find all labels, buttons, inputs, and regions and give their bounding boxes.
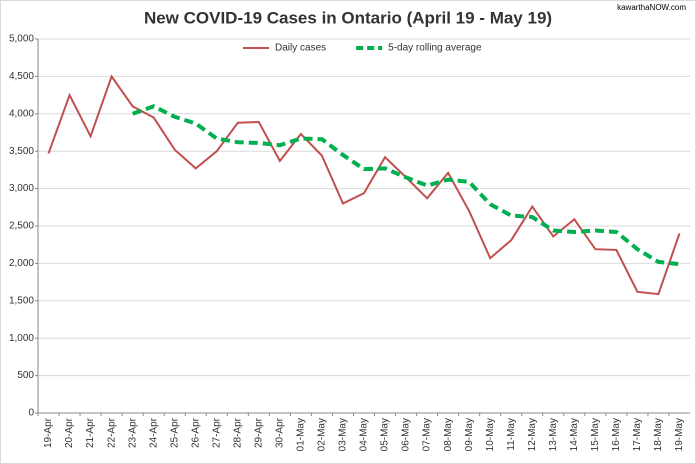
x-tick-label: 20-Apr	[64, 417, 75, 448]
y-tick-label: 3,500	[9, 146, 34, 157]
x-tick-label: 12-May	[527, 418, 538, 451]
y-tick-label: 1,500	[9, 295, 34, 306]
x-tick-label: 15-May	[590, 418, 601, 451]
x-tick-label: 01-May	[296, 418, 307, 451]
y-tick-label: 2,000	[9, 258, 34, 269]
x-tick-label: 19-May	[674, 418, 685, 451]
y-tick-label: 0	[28, 408, 34, 419]
x-tick-label: 09-May	[464, 418, 475, 451]
x-tick-label: 05-May	[380, 418, 391, 451]
x-tick-label: 28-Apr	[232, 417, 243, 448]
x-tick-label: 11-May	[506, 418, 517, 451]
x-tick-label: 07-May	[422, 418, 433, 451]
x-tick-label: 04-May	[359, 418, 370, 451]
watermark: kawarthaNOW.com	[617, 3, 686, 12]
x-tick-label: 02-May	[317, 418, 328, 451]
x-tick-label: 14-May	[569, 418, 580, 451]
x-tick-label: 13-May	[548, 418, 559, 451]
x-tick-label: 24-Apr	[148, 417, 159, 448]
x-tick-label: 10-May	[485, 418, 496, 451]
x-tick-label: 27-Apr	[211, 417, 222, 448]
series-line	[47, 74, 681, 296]
y-tick-label: 2,500	[9, 221, 34, 232]
x-tick-label: 23-Apr	[127, 417, 138, 448]
x-tick-label: 26-Apr	[190, 417, 201, 448]
legend-label: 5-day rolling average	[388, 43, 482, 54]
x-tick-label: 16-May	[611, 418, 622, 451]
x-tick-label: 17-May	[632, 418, 643, 451]
y-tick-label: 1,000	[9, 333, 34, 344]
y-tick-label: 4,500	[9, 71, 34, 82]
x-tick-label: 08-May	[443, 418, 454, 451]
x-tick-label: 18-May	[653, 418, 664, 451]
x-tick-label: 03-May	[338, 418, 349, 451]
y-tick-label: 3,000	[9, 183, 34, 194]
x-tick-label: 30-Apr	[275, 417, 286, 448]
y-tick-label: 500	[17, 370, 34, 381]
series-line	[131, 104, 680, 267]
x-tick-label: 22-Apr	[106, 417, 117, 448]
x-tick-label: 29-Apr	[253, 417, 264, 448]
x-tick-label: 06-May	[401, 418, 412, 451]
y-tick-label: 4,000	[9, 108, 34, 119]
legend-label: Daily cases	[275, 43, 326, 54]
chart-title: New COVID-19 Cases in Ontario (April 19 …	[144, 8, 552, 27]
x-tick-label: 21-Apr	[85, 417, 96, 448]
x-tick-label: 19-Apr	[43, 417, 54, 448]
x-tick-label: 25-Apr	[169, 417, 180, 448]
y-tick-label: 5,000	[9, 34, 34, 45]
